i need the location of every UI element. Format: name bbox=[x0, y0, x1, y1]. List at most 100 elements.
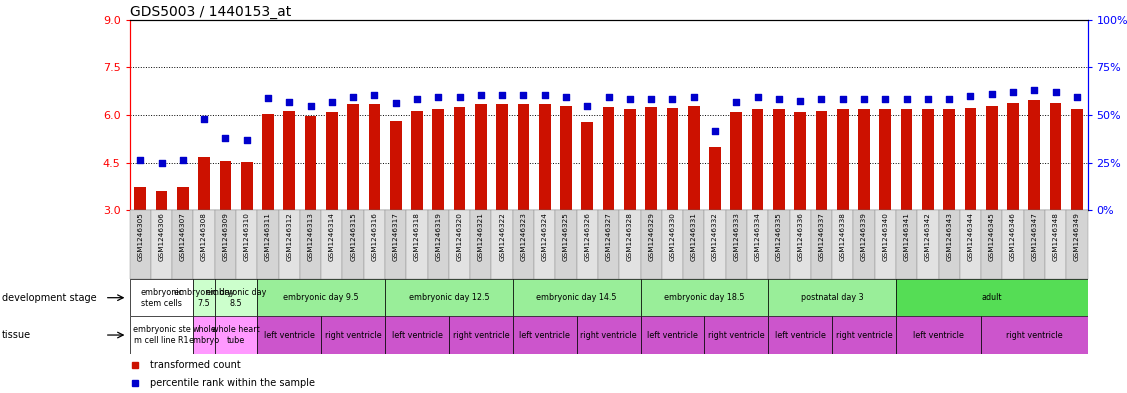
Bar bbox=[816, 110, 827, 210]
Text: GSM1246308: GSM1246308 bbox=[201, 212, 207, 261]
Bar bbox=[832, 316, 896, 354]
Text: GSM1246325: GSM1246325 bbox=[564, 212, 569, 261]
Point bbox=[365, 92, 383, 98]
Point bbox=[897, 96, 915, 102]
Text: GSM1246349: GSM1246349 bbox=[1074, 212, 1080, 261]
Bar bbox=[747, 210, 769, 279]
Text: right ventricle: right ventricle bbox=[1006, 331, 1063, 340]
Text: GSM1246317: GSM1246317 bbox=[392, 212, 399, 261]
Bar bbox=[278, 210, 300, 279]
Bar bbox=[1066, 210, 1088, 279]
Bar bbox=[172, 210, 194, 279]
Point bbox=[727, 99, 745, 105]
Text: GSM1246309: GSM1246309 bbox=[222, 212, 229, 261]
Point bbox=[642, 96, 660, 102]
Bar bbox=[130, 279, 194, 316]
Bar bbox=[917, 210, 939, 279]
Text: GSM1246335: GSM1246335 bbox=[775, 212, 782, 261]
Point bbox=[813, 96, 831, 102]
Point bbox=[1068, 94, 1086, 101]
Bar bbox=[646, 107, 657, 210]
Bar bbox=[321, 210, 343, 279]
Text: left ventricle: left ventricle bbox=[391, 331, 443, 340]
Point bbox=[578, 103, 596, 109]
Text: whole
embryo: whole embryo bbox=[188, 325, 220, 345]
Bar bbox=[769, 210, 790, 279]
Bar bbox=[640, 279, 769, 316]
Text: GSM1246347: GSM1246347 bbox=[1031, 212, 1037, 261]
Bar bbox=[810, 210, 832, 279]
Bar bbox=[433, 109, 444, 210]
Bar bbox=[582, 122, 593, 210]
Text: GSM1246339: GSM1246339 bbox=[861, 212, 867, 261]
Bar bbox=[795, 112, 806, 210]
Point bbox=[1047, 89, 1065, 95]
Bar bbox=[156, 191, 168, 210]
Text: GSM1246328: GSM1246328 bbox=[627, 212, 633, 261]
Bar bbox=[347, 104, 360, 210]
Text: GSM1246341: GSM1246341 bbox=[904, 212, 909, 261]
Bar bbox=[752, 109, 763, 210]
Text: embryonic day
8.5: embryonic day 8.5 bbox=[206, 288, 266, 308]
Text: embryonic day 14.5: embryonic day 14.5 bbox=[536, 293, 616, 302]
Bar bbox=[283, 111, 295, 210]
Text: GSM1246338: GSM1246338 bbox=[840, 212, 845, 261]
Text: GSM1246311: GSM1246311 bbox=[265, 212, 270, 261]
Text: GSM1246336: GSM1246336 bbox=[797, 212, 804, 261]
Bar bbox=[449, 316, 513, 354]
Text: right ventricle: right ventricle bbox=[580, 331, 637, 340]
Text: right ventricle: right ventricle bbox=[325, 331, 381, 340]
Bar bbox=[411, 110, 423, 210]
Text: GSM1246312: GSM1246312 bbox=[286, 212, 292, 261]
Bar bbox=[858, 109, 870, 210]
Text: transformed count: transformed count bbox=[150, 360, 241, 371]
Point bbox=[1004, 89, 1022, 95]
Bar bbox=[1029, 100, 1040, 210]
Point bbox=[344, 94, 362, 100]
Point bbox=[940, 96, 958, 102]
Bar bbox=[300, 210, 321, 279]
Bar bbox=[130, 210, 151, 279]
Bar bbox=[896, 316, 982, 354]
Text: GSM1246318: GSM1246318 bbox=[414, 212, 420, 261]
Bar bbox=[215, 279, 257, 316]
Bar bbox=[1023, 210, 1045, 279]
Text: right ventricle: right ventricle bbox=[453, 331, 509, 340]
Bar bbox=[470, 210, 491, 279]
Point bbox=[791, 97, 809, 104]
Bar bbox=[194, 279, 215, 316]
Text: GSM1246344: GSM1246344 bbox=[967, 212, 974, 261]
Point bbox=[919, 96, 937, 102]
Bar bbox=[853, 210, 875, 279]
Bar bbox=[177, 187, 188, 210]
Point bbox=[664, 96, 682, 102]
Bar bbox=[773, 109, 784, 210]
Text: GSM1246330: GSM1246330 bbox=[669, 212, 675, 261]
Bar bbox=[683, 210, 704, 279]
Bar bbox=[151, 210, 172, 279]
Point bbox=[621, 96, 639, 102]
Bar bbox=[640, 210, 662, 279]
Bar bbox=[321, 316, 385, 354]
Bar bbox=[879, 109, 891, 210]
Bar bbox=[1071, 109, 1083, 210]
Bar bbox=[619, 210, 640, 279]
Bar bbox=[960, 210, 982, 279]
Bar bbox=[385, 210, 407, 279]
Bar bbox=[837, 109, 849, 210]
Text: GSM1246316: GSM1246316 bbox=[372, 212, 378, 261]
Bar bbox=[130, 316, 194, 354]
Text: GSM1246337: GSM1246337 bbox=[818, 212, 825, 261]
Bar bbox=[982, 316, 1088, 354]
Bar bbox=[687, 106, 700, 210]
Bar bbox=[1049, 103, 1062, 210]
Point bbox=[983, 91, 1001, 97]
Bar bbox=[257, 210, 278, 279]
Bar bbox=[326, 112, 338, 210]
Bar bbox=[364, 210, 385, 279]
Bar bbox=[986, 106, 997, 210]
Bar bbox=[704, 210, 726, 279]
Text: GSM1246333: GSM1246333 bbox=[734, 212, 739, 261]
Bar bbox=[513, 316, 577, 354]
Point bbox=[216, 135, 234, 141]
